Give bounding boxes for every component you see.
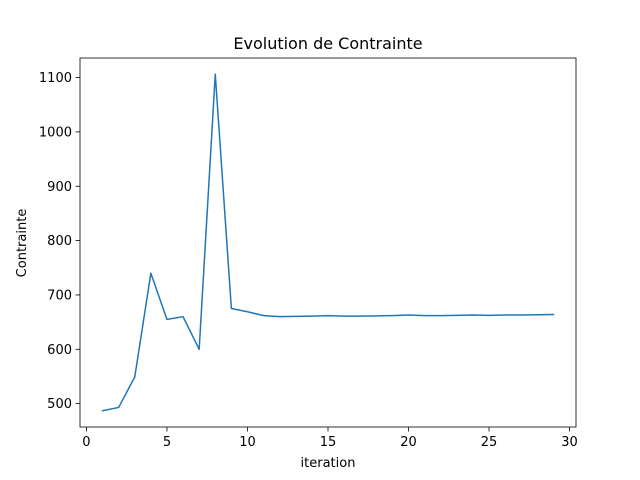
x-axis-title: iteration	[301, 456, 356, 471]
plot-area: 0 5 10 15 20 25 30 500 600 700 800 900 1000 1100	[39, 57, 578, 450]
y-tick-label: 900	[47, 180, 72, 195]
x-tick-label: 25	[481, 435, 498, 450]
y-tick-label: 800	[47, 234, 72, 249]
plot-frame	[79, 57, 577, 428]
x-tick-label: 20	[400, 435, 417, 450]
y-tick-label: 600	[47, 343, 72, 358]
y-tick-label: 1100	[39, 71, 72, 86]
y-axis-title: Contrainte	[15, 209, 30, 278]
y-tick-label: 1000	[39, 125, 72, 140]
x-tick-label: 5	[163, 435, 171, 450]
chart-title: Evolution de Contrainte	[233, 34, 422, 53]
y-tick-label: 500	[47, 397, 72, 412]
x-tick-label: 0	[82, 435, 90, 450]
x-tick-label: 15	[320, 435, 337, 450]
y-tick-label: 700	[47, 288, 72, 303]
x-tick-label: 30	[561, 435, 578, 450]
x-tick-label: 10	[239, 435, 256, 450]
series-line-0	[101, 73, 555, 412]
